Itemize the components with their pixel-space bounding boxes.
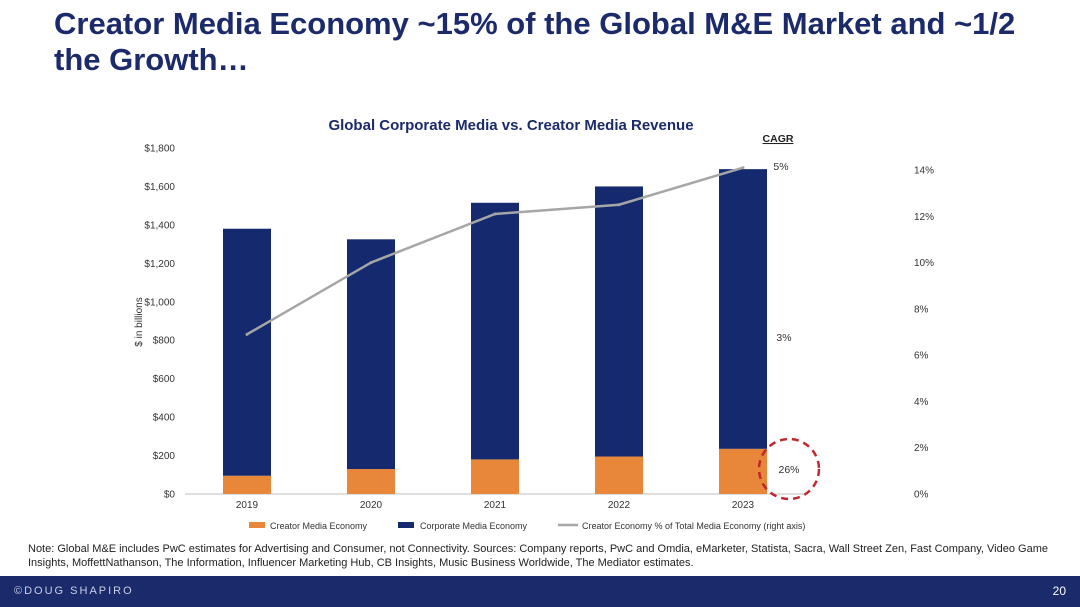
bar-creator: [347, 469, 395, 494]
footer-bar: ©DOUG SHAPIRO 20: [0, 576, 1080, 607]
bar-creator: [223, 475, 271, 494]
bar-creator: [471, 459, 519, 494]
y2-tick-label: 0%: [914, 490, 929, 501]
chart-title: Global Corporate Media vs. Creator Media…: [328, 117, 693, 134]
y-axis-ticks: $0 $200 $400 $600 $800 $1,000 $1,200 $1,400 $1,6…: [144, 144, 175, 501]
bar-creator: [595, 456, 643, 494]
bars: [223, 169, 767, 494]
y2-tick-label: 14%: [914, 166, 934, 177]
y-tick-label: $0: [164, 490, 176, 501]
x-tick-label: 2021: [484, 500, 507, 511]
y-axis-label: $ in billions: [134, 297, 145, 346]
cagr-creator: 26%: [778, 464, 799, 476]
y-tick-label: $1,400: [144, 220, 175, 231]
cagr-corporate: 3%: [776, 332, 791, 344]
y-tick-label: $200: [153, 451, 176, 462]
y-tick-label: $600: [153, 374, 176, 385]
cagr-annotations: CAGR 5% 3% 26%: [757, 133, 821, 501]
legend-label-creator: Creator Media Economy: [270, 521, 368, 531]
x-tick-label: 2020: [360, 500, 383, 511]
y-tick-label: $1,800: [144, 144, 175, 155]
legend-swatch-creator: [249, 522, 265, 528]
y2-tick-label: 12%: [914, 212, 934, 223]
cagr-total: 5%: [773, 161, 788, 173]
y2-tick-label: 10%: [914, 258, 934, 269]
bar-corporate: [719, 169, 767, 449]
x-axis-ticks: 2019 2020 2021 2022 2023: [236, 500, 755, 511]
legend-label-line: Creator Economy % of Total Media Economy…: [582, 521, 805, 531]
bar-corporate: [595, 186, 643, 457]
highlight-circle: [757, 437, 821, 501]
page-number: 20: [1052, 584, 1066, 598]
y2-tick-label: 8%: [914, 304, 929, 315]
y2-tick-label: 2%: [914, 443, 929, 454]
line-point: [617, 203, 621, 207]
source-note: Note: Global M&E includes PwC estimates …: [28, 543, 1048, 569]
y2-tick-label: 4%: [914, 397, 929, 408]
x-tick-label: 2019: [236, 500, 259, 511]
y-tick-label: $800: [153, 336, 176, 347]
y2-axis-ticks: 0% 2% 4% 6% 8% 10% 12% 14%: [914, 166, 934, 501]
line-series: [245, 166, 745, 336]
line-point: [369, 261, 373, 265]
y-tick-label: $1,200: [144, 259, 175, 270]
legend: Creator Media Economy Corporate Media Eco…: [249, 521, 805, 531]
legend-swatch-corporate: [398, 522, 414, 528]
bar-corporate: [223, 228, 271, 476]
y-tick-label: $1,600: [144, 182, 175, 193]
line-point: [245, 332, 249, 336]
y2-tick-label: 6%: [914, 351, 929, 362]
cagr-header: CAGR: [763, 133, 794, 145]
slide-title: Creator Media Economy ~15% of the Global…: [54, 6, 1016, 77]
footer-brand: ©DOUG SHAPIRO: [14, 585, 134, 597]
x-tick-label: 2023: [732, 500, 755, 511]
bar-creator: [719, 448, 767, 494]
legend-label-corporate: Corporate Media Economy: [420, 521, 528, 531]
bar-corporate: [471, 202, 519, 460]
line-point: [493, 212, 497, 216]
x-tick-label: 2022: [608, 500, 631, 511]
y-tick-label: $1,000: [144, 297, 175, 308]
y-tick-label: $400: [153, 413, 176, 424]
line-point: [741, 166, 745, 170]
bar-corporate: [347, 239, 395, 470]
